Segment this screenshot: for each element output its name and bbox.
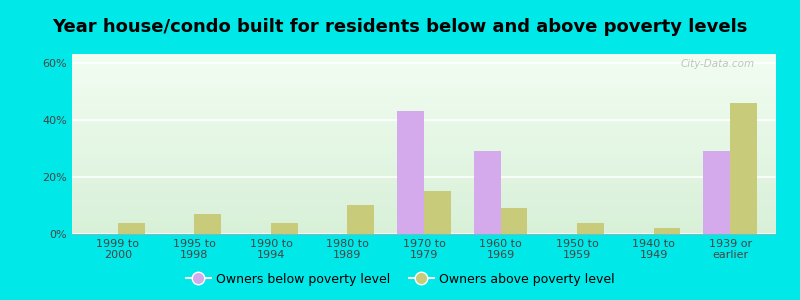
Bar bbox=[730, 103, 757, 234]
Bar bbox=[271, 223, 298, 234]
Bar bbox=[347, 206, 374, 234]
Text: City-Data.com: City-Data.com bbox=[681, 59, 755, 69]
Bar bbox=[577, 223, 604, 234]
Bar bbox=[424, 191, 450, 234]
Bar bbox=[194, 214, 222, 234]
Bar bbox=[474, 151, 501, 234]
Bar bbox=[398, 111, 424, 234]
Bar bbox=[118, 223, 145, 234]
Text: Year house/condo built for residents below and above poverty levels: Year house/condo built for residents bel… bbox=[52, 18, 748, 36]
Bar bbox=[654, 228, 680, 234]
Legend: Owners below poverty level, Owners above poverty level: Owners below poverty level, Owners above… bbox=[181, 268, 619, 291]
Bar bbox=[501, 208, 527, 234]
Bar bbox=[703, 151, 730, 234]
